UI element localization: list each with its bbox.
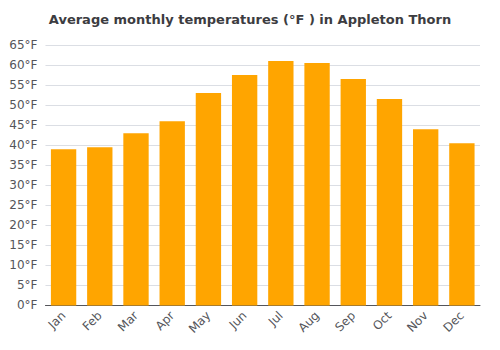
svg-text:25°F: 25°F [9, 198, 37, 212]
svg-text:Dec: Dec [441, 309, 467, 335]
svg-text:50°F: 50°F [9, 98, 37, 112]
svg-text:40°F: 40°F [9, 138, 37, 152]
svg-text:Nov: Nov [404, 309, 430, 335]
svg-text:Average monthly temperatures (: Average monthly temperatures (°F ) in Ap… [49, 12, 451, 27]
svg-text:Mar: Mar [115, 308, 141, 334]
svg-text:May: May [186, 309, 213, 336]
svg-text:Jul: Jul [265, 309, 286, 330]
svg-text:Aug: Aug [296, 309, 322, 335]
svg-text:5°F: 5°F [17, 278, 38, 292]
svg-text:Feb: Feb [80, 309, 105, 334]
svg-text:45°F: 45°F [9, 118, 37, 132]
svg-text:30°F: 30°F [9, 178, 37, 192]
svg-text:Oct: Oct [370, 308, 395, 333]
svg-text:10°F: 10°F [9, 258, 37, 272]
svg-text:0°F: 0°F [17, 298, 38, 312]
svg-text:20°F: 20°F [9, 218, 37, 232]
svg-text:15°F: 15°F [9, 238, 37, 252]
svg-text:Apr: Apr [153, 308, 178, 333]
svg-text:35°F: 35°F [9, 158, 37, 172]
svg-text:Jun: Jun [226, 309, 250, 333]
svg-text:65°F: 65°F [9, 38, 37, 52]
svg-text:55°F: 55°F [9, 78, 37, 92]
svg-text:Sep: Sep [332, 309, 358, 335]
svg-text:Jan: Jan [45, 309, 69, 333]
svg-text:60°F: 60°F [9, 58, 37, 72]
